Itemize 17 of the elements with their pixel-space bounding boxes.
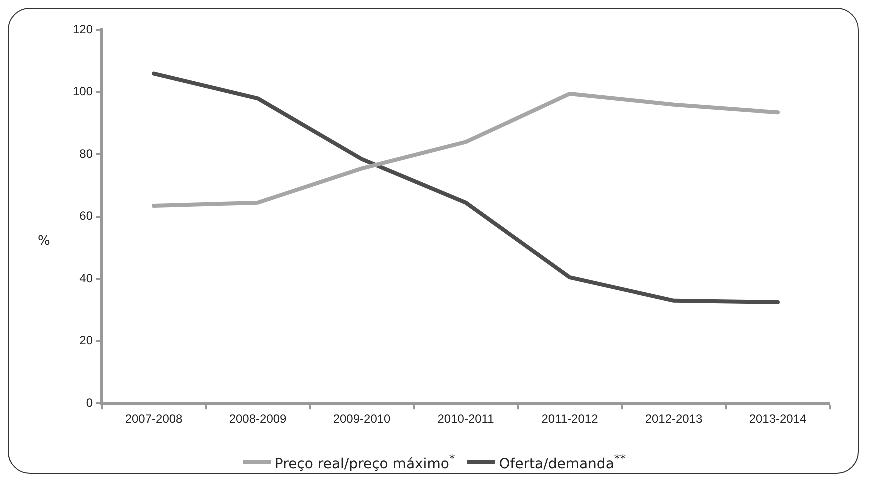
x-tick-label: 2009-2010 — [333, 412, 392, 426]
y-tick-label: 60 — [80, 209, 94, 224]
x-tick-label: 2008-2009 — [229, 412, 288, 426]
y-tick-label: 120 — [72, 22, 94, 37]
x-tick-label: 2007-2008 — [125, 412, 184, 426]
x-tick-label: 2011-2012 — [542, 412, 599, 426]
y-tick-label: 100 — [72, 84, 94, 99]
y-tick-label: 20 — [80, 334, 94, 348]
legend-label: Oferta/demanda$^{**}$ — [499, 452, 626, 473]
y-axis-title: % — [38, 234, 50, 249]
y-tick-label: 80 — [80, 146, 94, 161]
x-tick-label: 2010-2011 — [438, 412, 495, 426]
x-tick-label: 2012-2013 — [645, 412, 704, 426]
legend-label: Preço real/preço máximo$^{*}$ — [274, 452, 456, 473]
y-tick-label: 40 — [80, 271, 94, 286]
x-tick-label: 2013-2014 — [749, 412, 808, 426]
y-tick-label: 0 — [86, 396, 94, 410]
